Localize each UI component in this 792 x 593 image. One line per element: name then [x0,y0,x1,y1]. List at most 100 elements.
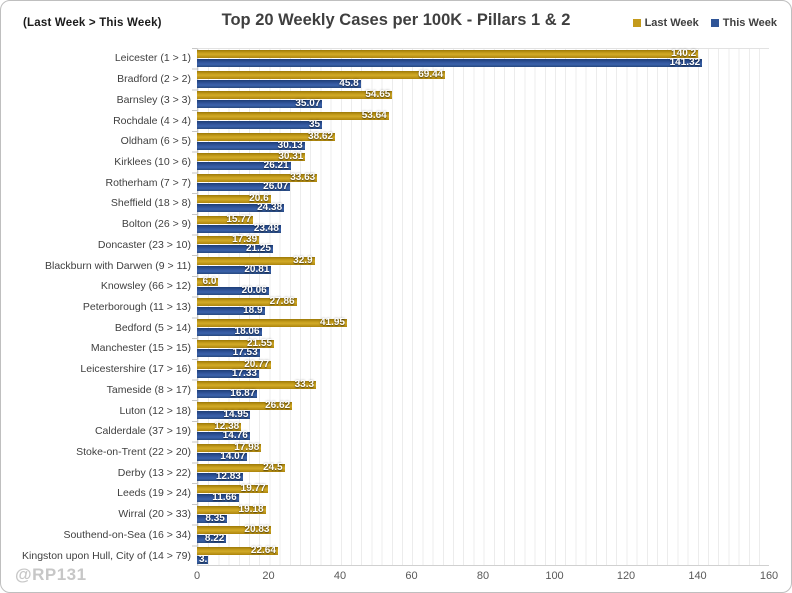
category-label: Stoke-on-Trent (22 > 20) [76,446,191,459]
category-label: Kingston upon Hull, City of (14 > 79) [22,549,191,562]
this-week-bar: 18.9 [197,305,265,317]
last-week-bar: 41.95 [197,318,347,328]
this-week-bar: 35.07 [197,98,323,110]
category-row: Derby (13 > 22) 24.5 12.83 [7,462,769,483]
this-week-swatch-icon [710,19,719,27]
this-week-bar: 21.25 [197,244,273,254]
data-label: 8.35 [205,512,225,524]
this-week-bar: 14.76 [197,429,250,441]
bar-pair: 27.86 18.9 [197,297,769,318]
data-label: 18.9 [243,305,263,317]
data-label: 19.77 [240,482,266,494]
category-row: Bradford (2 > 2) 69.44 45.8 [7,69,769,90]
data-label: 20.77 [244,358,270,370]
data-label: 18.06 [234,326,260,338]
data-label: 35.07 [295,98,321,110]
this-week-bar: 8.35 [197,512,227,524]
bar-pair: 12.38 14.76 [197,421,769,442]
data-label: 45.8 [339,77,359,89]
plot-area: Leicester (1 > 1) 140.2 141.32 Bradford (2 … [7,48,769,566]
legend-item-last-week: Last Week [632,17,699,29]
data-label: 69.44 [418,68,444,80]
bar-pair: 69.44 45.8 [197,69,769,90]
bar-pair: 20.6 24.38 [197,193,769,214]
rank-change-note: (Last Week > This Week) [23,17,162,29]
x-axis-tick-label: 80 [476,570,490,582]
category-label: Leeds (19 > 24) [117,487,191,500]
data-label: 6.0 [202,275,217,287]
category-row: Doncaster (23 > 10) 17.39 21.25 [7,234,769,255]
x-axis-tick-label: 0 [193,570,201,582]
last-week-bar: 20.6 [197,192,271,204]
this-week-bar: 141.32 [197,56,703,68]
bar-pair: 41.95 18.06 [197,317,769,338]
category-row: Wirral (20 > 33) 19.18 8.35 [7,504,769,525]
last-week-bar: 53.64 [197,111,389,121]
data-label: 23.48 [253,222,279,234]
category-row: Kingston upon Hull, City of (14 > 79) 22.… [7,545,769,566]
last-week-bar: 26.62 [197,401,293,411]
category-label: Peterborough (11 > 13) [82,300,191,313]
data-label: 14.76 [222,429,248,441]
data-label: 20.81 [244,264,270,276]
data-label: 22.64 [250,545,276,557]
category-row: Blackburn with Darwen (9 > 11) 32.9 20.81 [7,255,769,276]
data-label: 12.38 [214,420,240,432]
this-week-bar: 45.8 [197,77,361,89]
last-week-bar: 20.83 [197,525,272,535]
data-label: 17.39 [232,234,258,246]
data-label: 24.5 [263,462,283,474]
bar-pair: 17.39 21.25 [197,234,769,255]
x-axis-tick-label: 40 [333,570,347,582]
category-label: Leicester (1 > 1) [114,52,191,65]
category-label: Rotherham (7 > 7) [105,176,192,189]
category-label: Barnsley (3 > 3) [116,93,191,106]
data-label: 54.65 [365,89,391,101]
bar-pair: 32.9 20.81 [197,255,769,276]
data-label: 24.38 [257,201,283,213]
category-row: Manchester (15 > 15) 21.55 17.53 [7,338,769,359]
bar-pair: 30.31 26.21 [197,152,769,173]
bar-rows: Leicester (1 > 1) 140.2 141.32 Bradford (2 … [7,48,769,566]
category-label: Southend-on-Sea (16 > 34) [63,528,191,541]
this-week-bar: 18.06 [197,326,262,338]
bar-pair: 54.65 35.07 [197,89,769,110]
data-label: 20.6 [249,192,269,204]
data-label: 12.83 [215,471,241,483]
category-row: Leicestershire (17 > 16) 20.77 17.33 [7,359,769,380]
this-week-bar: 12.83 [197,471,243,483]
x-axis: 0 20 40 60 80 100 120 140 160 [7,570,778,586]
category-label: Manchester (15 > 15) [90,342,191,355]
data-label: 17.33 [231,367,257,379]
x-axis-tick-label: 20 [262,570,275,582]
bar-pair: 24.5 12.83 [197,462,769,483]
chart-title: Top 20 Weekly Cases per 100K - Pillars 1… [221,11,571,29]
last-week-bar: 30.31 [197,152,306,162]
category-row: Bolton (26 > 9) 15.77 23.48 [7,214,769,235]
data-label: 141.32 [669,56,701,68]
last-week-bar: 17.39 [197,234,260,246]
category-label: Kirklees (10 > 6) [114,155,191,168]
bar-pair: 33.3 16.87 [197,380,769,401]
category-label: Knowsley (66 > 12) [100,280,191,293]
bar-pair: 20.83 8.22 [197,525,769,546]
data-label: 30.13 [277,139,303,151]
bar-pair: 6.0 20.06 [197,276,769,297]
this-week-bar: 3. [197,556,209,565]
this-week-bar: 20.81 [197,264,272,276]
last-week-bar: 69.44 [197,68,446,80]
bar-pair: 21.55 17.53 [197,338,769,359]
category-label: Bolton (26 > 9) [121,218,191,231]
last-week-bar: 19.18 [197,504,266,514]
this-week-bar: 30.13 [197,139,305,151]
last-week-bar: 12.38 [197,420,242,432]
data-label: 3. [199,556,208,565]
category-label: Oldham (6 > 5) [120,135,191,148]
x-axis-tick-label: 100 [545,570,564,582]
category-label: Sheffield (18 > 8) [110,197,191,210]
last-week-swatch-icon [632,19,641,27]
last-week-bar: 140.2 [197,48,699,58]
data-label: 35 [309,119,321,131]
last-week-bar: 22.64 [197,545,278,557]
data-label: 20.06 [241,284,267,296]
